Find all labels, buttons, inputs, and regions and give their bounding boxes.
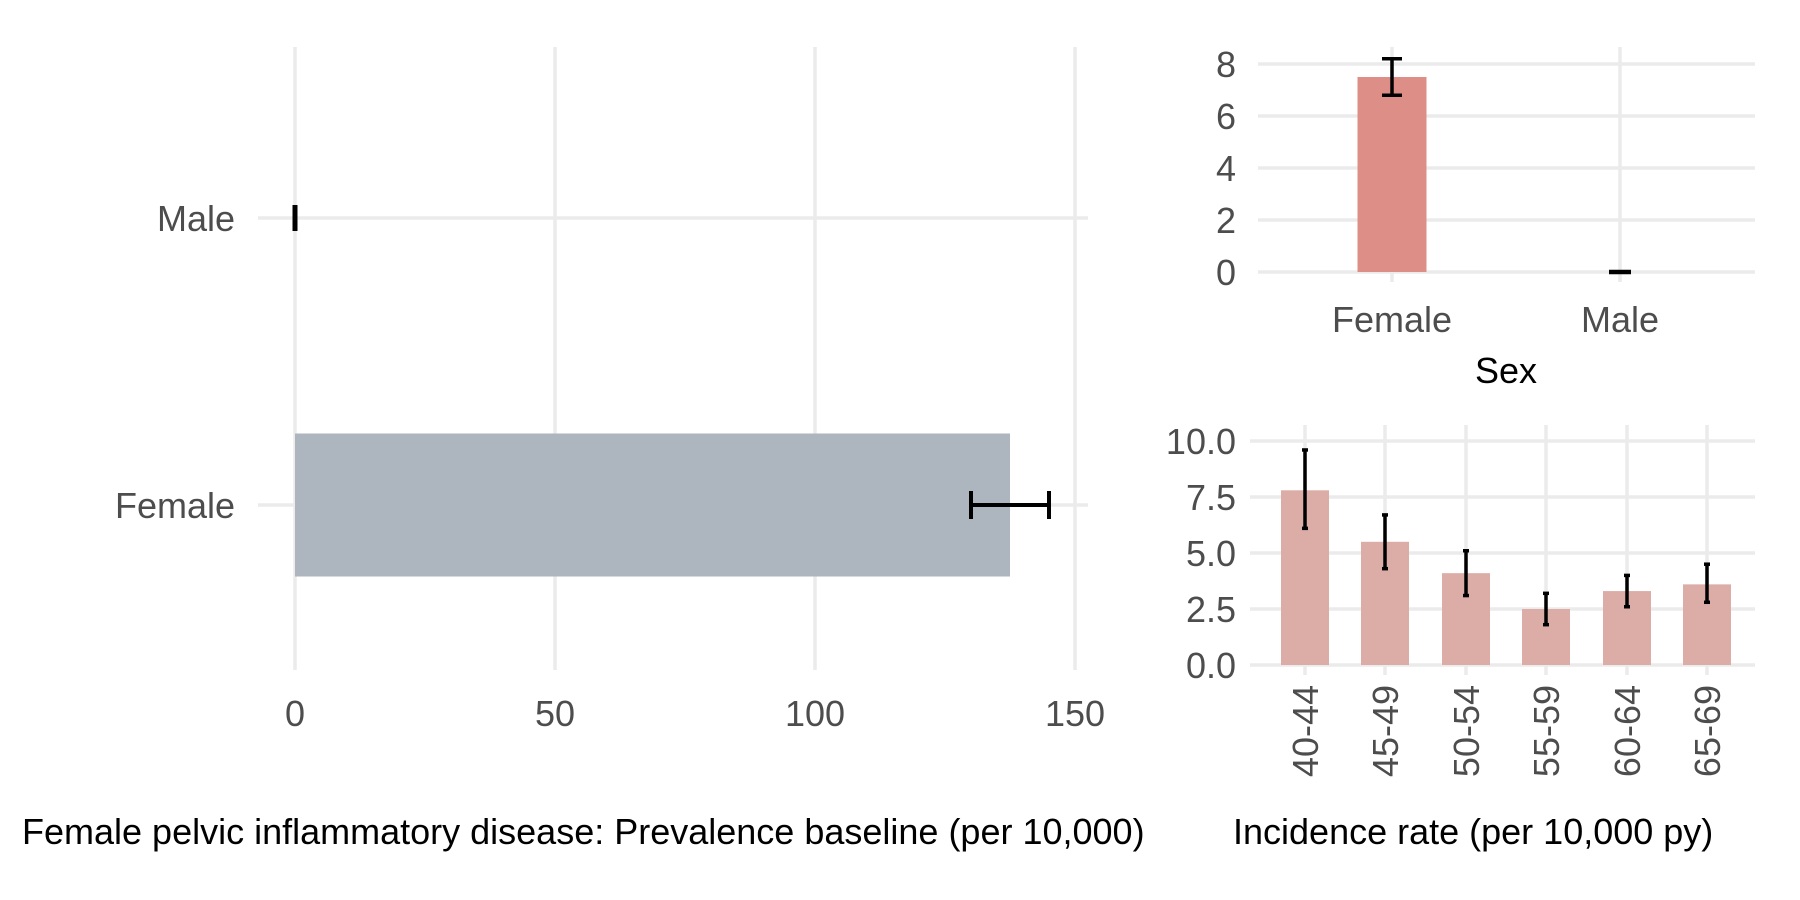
y-tick-label: 2 [1216, 200, 1236, 241]
x-tick-label: Male [1581, 299, 1659, 340]
y-tick-label: 7.5 [1186, 477, 1236, 518]
bar [1357, 77, 1427, 272]
x-tick-label: 45-49 [1365, 685, 1406, 777]
y-tick-label: 2.5 [1186, 589, 1236, 630]
x-tick-label: 65-69 [1687, 685, 1728, 777]
x-tick-label: 60-64 [1607, 685, 1648, 777]
y-tick-label: 6 [1216, 96, 1236, 137]
x-tick-label: 0 [285, 693, 305, 734]
x-tick-label: 55-59 [1526, 685, 1567, 777]
x-tick-label: 50-54 [1446, 685, 1487, 777]
y-tick-label: Female [115, 485, 235, 526]
x-tick-label: Female [1332, 299, 1452, 340]
incidence-x-axis-title: Incidence rate (per 10,000 py) [1233, 811, 1713, 852]
y-tick-label: 4 [1216, 148, 1236, 189]
incidence-by-age-chart: 0.0 2.5 5.0 7.5 10.0 40-44 45-49 50-54 55-59 60-6… [1166, 421, 1755, 777]
prevalence-x-axis-title: Female pelvic inflammatory disease: Prev… [22, 811, 1145, 852]
sex-x-axis-title: Sex [1475, 350, 1537, 391]
prevalence-chart: 0 50 100 150 Female Male [115, 47, 1105, 734]
y-tick-label: 0 [1216, 252, 1236, 293]
x-tick-label: 150 [1045, 693, 1105, 734]
x-tick-label: 100 [785, 693, 845, 734]
incidence-by-sex-chart: 0 2 4 6 8 Female Male [1216, 44, 1755, 340]
x-tick-label: 40-44 [1285, 685, 1326, 777]
y-tick-label: 0.0 [1186, 645, 1236, 686]
y-tick-label: 8 [1216, 44, 1236, 85]
x-tick-label: 50 [535, 693, 575, 734]
y-tick-label: 10.0 [1166, 421, 1236, 462]
bar [295, 433, 1010, 577]
y-tick-label: 5.0 [1186, 533, 1236, 574]
y-tick-label: Male [157, 198, 235, 239]
